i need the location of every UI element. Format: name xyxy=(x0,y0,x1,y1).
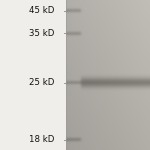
Text: 25 kD: 25 kD xyxy=(29,78,54,87)
Text: 35 kD: 35 kD xyxy=(29,28,54,38)
Text: 18 kD: 18 kD xyxy=(29,135,54,144)
Text: 45 kD: 45 kD xyxy=(29,6,54,15)
Bar xyxy=(0,0,66,150)
